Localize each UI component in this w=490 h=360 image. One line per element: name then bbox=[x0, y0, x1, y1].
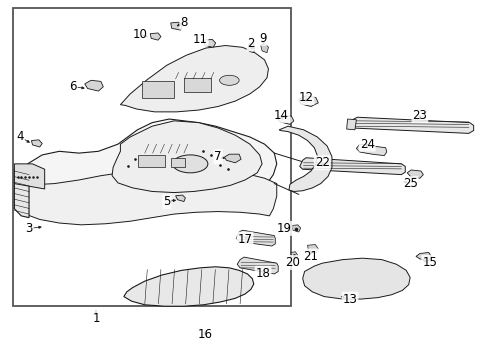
Polygon shape bbox=[14, 164, 45, 189]
Text: 7: 7 bbox=[215, 150, 222, 163]
Bar bbox=[13, 8, 292, 306]
Text: 24: 24 bbox=[360, 138, 375, 150]
FancyBboxPatch shape bbox=[143, 81, 174, 98]
Text: 8: 8 bbox=[180, 16, 188, 29]
Polygon shape bbox=[416, 252, 432, 261]
Polygon shape bbox=[20, 167, 277, 225]
Polygon shape bbox=[292, 225, 301, 232]
Polygon shape bbox=[299, 96, 318, 107]
Text: 13: 13 bbox=[343, 293, 358, 306]
Polygon shape bbox=[171, 22, 182, 30]
Polygon shape bbox=[279, 126, 332, 192]
Text: 18: 18 bbox=[256, 267, 270, 280]
Text: 22: 22 bbox=[315, 156, 330, 169]
Text: 2: 2 bbox=[247, 37, 255, 50]
Polygon shape bbox=[277, 116, 294, 125]
FancyBboxPatch shape bbox=[139, 155, 165, 167]
Text: 11: 11 bbox=[193, 32, 208, 46]
Polygon shape bbox=[291, 252, 298, 259]
Ellipse shape bbox=[220, 75, 239, 85]
Text: 9: 9 bbox=[259, 32, 267, 45]
Text: 10: 10 bbox=[132, 28, 147, 41]
Polygon shape bbox=[112, 121, 262, 193]
Polygon shape bbox=[175, 195, 185, 202]
Text: 5: 5 bbox=[163, 195, 171, 208]
Text: 20: 20 bbox=[286, 256, 300, 269]
Polygon shape bbox=[303, 258, 410, 299]
Polygon shape bbox=[236, 230, 275, 246]
Polygon shape bbox=[121, 45, 269, 112]
Text: 21: 21 bbox=[303, 249, 318, 262]
Text: 19: 19 bbox=[276, 222, 292, 235]
Polygon shape bbox=[346, 119, 356, 130]
Polygon shape bbox=[14, 166, 29, 218]
Polygon shape bbox=[124, 267, 254, 306]
Polygon shape bbox=[20, 119, 277, 211]
Polygon shape bbox=[356, 144, 387, 156]
Polygon shape bbox=[261, 44, 269, 53]
FancyBboxPatch shape bbox=[171, 158, 185, 167]
Text: 3: 3 bbox=[25, 222, 33, 235]
Polygon shape bbox=[300, 158, 405, 175]
Text: 15: 15 bbox=[422, 256, 437, 269]
Polygon shape bbox=[150, 33, 161, 40]
FancyBboxPatch shape bbox=[184, 78, 211, 92]
Polygon shape bbox=[85, 80, 103, 91]
Text: 6: 6 bbox=[69, 80, 77, 93]
Text: 1: 1 bbox=[92, 311, 100, 325]
Text: 4: 4 bbox=[17, 130, 24, 144]
Polygon shape bbox=[407, 170, 423, 178]
Polygon shape bbox=[203, 40, 216, 47]
Text: 23: 23 bbox=[413, 109, 427, 122]
Ellipse shape bbox=[172, 155, 208, 173]
Text: 16: 16 bbox=[197, 328, 213, 341]
Polygon shape bbox=[31, 140, 42, 147]
Polygon shape bbox=[224, 154, 241, 163]
Text: 12: 12 bbox=[298, 91, 314, 104]
Polygon shape bbox=[237, 257, 278, 274]
Text: 17: 17 bbox=[238, 233, 252, 246]
Polygon shape bbox=[350, 117, 474, 134]
Text: 14: 14 bbox=[274, 109, 289, 122]
Text: 25: 25 bbox=[403, 177, 417, 190]
Polygon shape bbox=[248, 43, 255, 53]
Polygon shape bbox=[308, 244, 319, 253]
